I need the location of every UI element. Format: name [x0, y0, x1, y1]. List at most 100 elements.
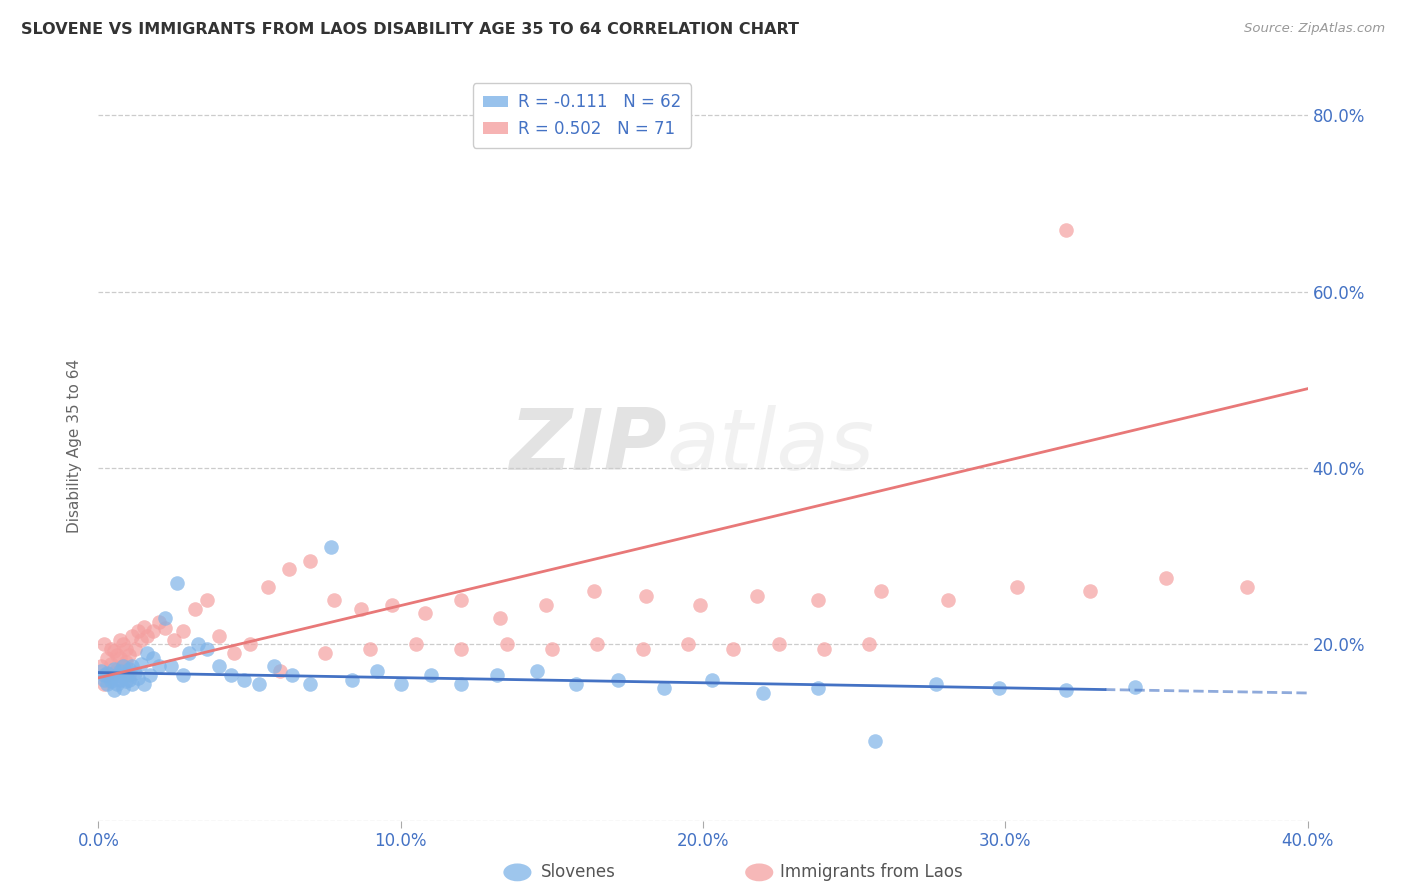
Point: [103, 644, 125, 658]
Point: [96, 677, 118, 691]
Point: [224, 646, 246, 660]
Point: [108, 632, 131, 647]
Point: [142, 650, 165, 665]
Point: [127, 624, 149, 639]
Point: [172, 624, 194, 639]
Point: [936, 593, 959, 607]
Point: [135, 646, 157, 660]
Point: [870, 584, 893, 599]
Point: [299, 553, 322, 567]
Point: [450, 677, 472, 691]
Text: ZIP: ZIP: [509, 404, 666, 488]
Point: [114, 668, 136, 682]
Point: [108, 650, 131, 665]
Point: [111, 637, 134, 651]
Text: Immigrants from Laos: Immigrants from Laos: [780, 863, 963, 881]
Point: [90, 659, 112, 673]
Point: [108, 664, 131, 678]
Point: [540, 641, 562, 656]
Point: [607, 673, 630, 687]
Point: [534, 598, 557, 612]
Point: [100, 641, 122, 656]
Point: [768, 637, 790, 651]
Point: [652, 681, 675, 696]
Point: [381, 598, 404, 612]
Point: [118, 662, 141, 676]
Point: [350, 602, 373, 616]
Point: [153, 611, 176, 625]
Point: [111, 659, 134, 673]
Point: [1054, 683, 1077, 698]
Point: [100, 674, 122, 689]
Point: [495, 637, 517, 651]
Point: [103, 662, 125, 676]
Point: [247, 677, 270, 691]
Point: [129, 632, 152, 647]
Point: [172, 668, 194, 682]
Point: [93, 677, 115, 691]
Point: [1007, 580, 1029, 594]
Point: [988, 681, 1011, 696]
Point: [676, 637, 699, 651]
Point: [314, 646, 336, 660]
Point: [631, 641, 654, 656]
Point: [413, 607, 436, 621]
Point: [1054, 223, 1077, 237]
Point: [1123, 680, 1146, 694]
Point: [723, 641, 745, 656]
Point: [184, 602, 207, 616]
Point: [1236, 580, 1258, 594]
Point: [1078, 584, 1101, 599]
Point: [148, 659, 170, 673]
Point: [139, 668, 162, 682]
Point: [96, 665, 118, 680]
Point: [121, 677, 143, 691]
Point: [124, 665, 146, 680]
Point: [208, 659, 231, 673]
Point: [132, 620, 155, 634]
Point: [281, 668, 304, 682]
Point: [195, 593, 218, 607]
Point: [100, 657, 122, 671]
Point: [256, 580, 278, 594]
Point: [135, 628, 157, 642]
Point: [1154, 571, 1177, 585]
Point: [342, 673, 364, 687]
Point: [299, 677, 322, 691]
Point: [187, 637, 209, 651]
Point: [420, 668, 443, 682]
Point: [148, 615, 170, 630]
Point: [239, 637, 262, 651]
Point: [865, 734, 887, 748]
Point: [486, 668, 509, 682]
Point: [321, 541, 343, 555]
Point: [105, 662, 128, 676]
Point: [111, 681, 134, 696]
Point: [526, 664, 548, 678]
Point: [166, 575, 188, 590]
Point: [103, 683, 125, 698]
Point: [405, 637, 427, 651]
Point: [96, 650, 118, 665]
Point: [232, 673, 254, 687]
Point: [118, 648, 141, 662]
Point: [93, 673, 115, 687]
Point: [114, 655, 136, 669]
Point: [263, 659, 285, 673]
Point: [111, 659, 134, 673]
Point: [221, 668, 243, 682]
Point: [93, 668, 115, 682]
Point: [700, 673, 723, 687]
Point: [450, 641, 472, 656]
Point: [389, 677, 412, 691]
Point: [925, 677, 948, 691]
Point: [114, 674, 136, 689]
Point: [269, 664, 291, 678]
Point: [208, 628, 231, 642]
Point: [163, 632, 186, 647]
Text: SLOVENE VS IMMIGRANTS FROM LAOS DISABILITY AGE 35 TO 64 CORRELATION CHART: SLOVENE VS IMMIGRANTS FROM LAOS DISABILI…: [21, 22, 799, 37]
Text: atlas: atlas: [666, 404, 875, 488]
Point: [807, 593, 830, 607]
Point: [93, 637, 115, 651]
Point: [105, 648, 128, 662]
